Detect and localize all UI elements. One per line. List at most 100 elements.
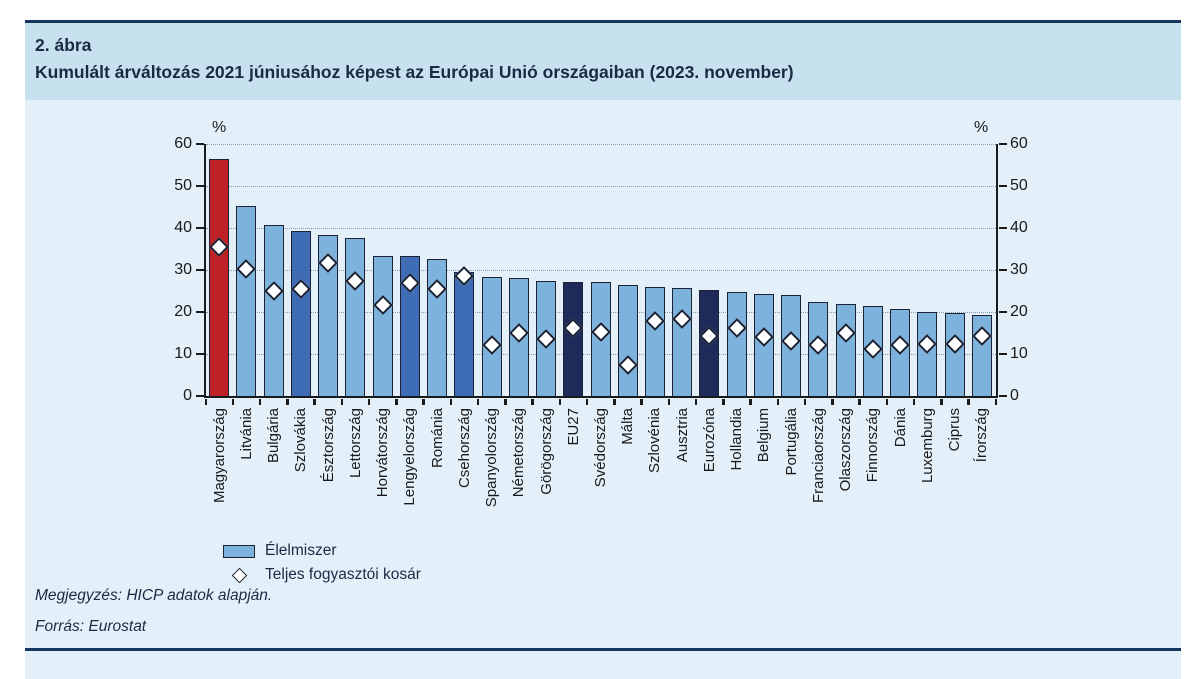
x-axis-label-Portugália: Portugália [782, 408, 800, 476]
y-tick-right [998, 142, 1007, 145]
x-tick [504, 398, 507, 405]
x-tick [585, 398, 589, 405]
bar-Horvátország [372, 255, 393, 396]
bar-Hollandia [726, 292, 747, 396]
y-tick-label-left: 40 [174, 218, 192, 236]
legend-bar-swatch-icon [223, 544, 255, 558]
y-tick-right [998, 394, 1007, 397]
x-tick [313, 398, 316, 405]
x-axis-label-Svédország: Svédország [592, 408, 609, 488]
y-tick-label-right: 30 [1010, 260, 1028, 278]
y-tick-right [998, 352, 1007, 355]
y-tick-label-right: 0 [1010, 386, 1019, 404]
figure-number: 2. ábra [35, 35, 92, 55]
bar-Magyarország [209, 158, 230, 396]
y-tick-label-left: 60 [174, 134, 192, 152]
x-axis-label-Málta: Málta [619, 408, 637, 445]
x-tick [912, 398, 916, 405]
bar-EU27 [563, 281, 584, 396]
x-tick [667, 398, 671, 405]
x-tick [367, 398, 371, 405]
x-axis-label-Németország: Németország [510, 408, 528, 498]
x-axis-label-Eurozóna: Eurozóna [700, 408, 718, 473]
x-tick [613, 398, 616, 405]
x-tick [858, 398, 861, 405]
x-tick [476, 398, 480, 405]
chart-legend: Élelmiszer Teljes fogyasztói kosár [223, 539, 421, 587]
x-axis-label-Ciprus: Ciprus [946, 408, 964, 452]
x-axis-label-Szlovákia: Szlovákia [292, 408, 310, 473]
bar-Litvánia [236, 205, 257, 396]
x-tick [940, 398, 943, 405]
x-axis-label-Észtország: Észtország [319, 408, 337, 483]
x-tick [722, 398, 725, 405]
x-tick [776, 398, 780, 405]
y-tick-left [195, 184, 204, 187]
x-tick [831, 398, 834, 405]
x-axis-label-Csehország: Csehország [455, 408, 473, 489]
x-axis-label-Románia: Románia [428, 408, 446, 469]
x-tick [558, 398, 562, 405]
y-tick-label-right: 60 [1010, 134, 1028, 152]
x-axis-label-Horvátország: Horvátország [374, 408, 392, 498]
bar-Luxemburg [917, 312, 938, 396]
x-tick [749, 398, 752, 405]
y-tick-right [998, 310, 1007, 313]
gridline-30 [205, 270, 996, 271]
bar-Málta [617, 284, 638, 396]
x-axis-label-Finnország: Finnország [864, 408, 882, 483]
y-tick-left [195, 226, 204, 229]
y-tick-label-left: 30 [174, 260, 192, 278]
y-tick-left [195, 310, 204, 313]
bottom-divider [25, 648, 1181, 651]
x-axis-label-Luxemburg: Luxemburg [918, 408, 936, 484]
x-axis-label-EU27: EU27 [564, 408, 582, 446]
x-tick [258, 398, 262, 405]
bar-Bulgária [263, 224, 284, 396]
x-axis-label-Bulgária: Bulgária [265, 408, 283, 464]
legend-diamond-icon [231, 567, 247, 583]
x-axis-label-Dánia: Dánia [891, 408, 909, 448]
y-tick-right [998, 184, 1007, 187]
y-tick-left [195, 142, 204, 145]
gridline-40 [205, 228, 996, 229]
y-tick-left [195, 394, 204, 397]
legend-item-food: Élelmiszer [223, 539, 421, 563]
x-axis-label-Franciaország: Franciaország [809, 408, 827, 504]
y-tick-label-left: 10 [174, 344, 192, 362]
y-tick-label-right: 10 [1010, 344, 1028, 362]
x-tick [422, 398, 425, 405]
bar-Ciprus [944, 312, 965, 396]
x-tick [395, 398, 398, 405]
bar-Csehország [454, 272, 475, 396]
x-axis-label-Írország: Írország [973, 408, 991, 463]
x-tick [231, 398, 235, 405]
bar-Lengyelország [399, 256, 420, 396]
figure-panel: 2. ábra Kumulált árváltozás 2021 júniusá… [25, 20, 1181, 679]
y-axis-unit-right: % [974, 119, 989, 136]
y-tick-label-left: 0 [183, 386, 192, 404]
bar-Olaszország [835, 303, 856, 396]
x-tick [531, 398, 534, 405]
figure-source: Forrás: Eurostat [35, 618, 147, 635]
legend-diamond-wrap [223, 567, 255, 583]
x-tick [694, 398, 698, 405]
x-tick [204, 398, 207, 405]
x-axis-label-Magyarország: Magyarország [210, 408, 228, 504]
bar-Szlovákia [290, 230, 311, 396]
plot-area [203, 144, 998, 398]
x-axis-label-Hollandia: Hollandia [728, 408, 746, 471]
y-tick-left [195, 268, 204, 271]
legend-marker-label: Teljes fogyasztói kosár [265, 566, 421, 583]
x-tick [994, 398, 997, 405]
x-tick [803, 398, 807, 405]
y-tick-label-left: 20 [174, 302, 192, 320]
x-axis-label-Spanyolország: Spanyolország [483, 408, 501, 508]
y-tick-label-right: 40 [1010, 218, 1028, 236]
y-tick-label-right: 50 [1010, 176, 1028, 194]
x-axis-label-Lengyelország: Lengyelország [401, 408, 419, 506]
x-axis-label-Ausztria: Ausztria [673, 408, 691, 463]
figure-note: Megjegyzés: HICP adatok alapján. [35, 587, 273, 604]
x-tick [449, 398, 453, 405]
